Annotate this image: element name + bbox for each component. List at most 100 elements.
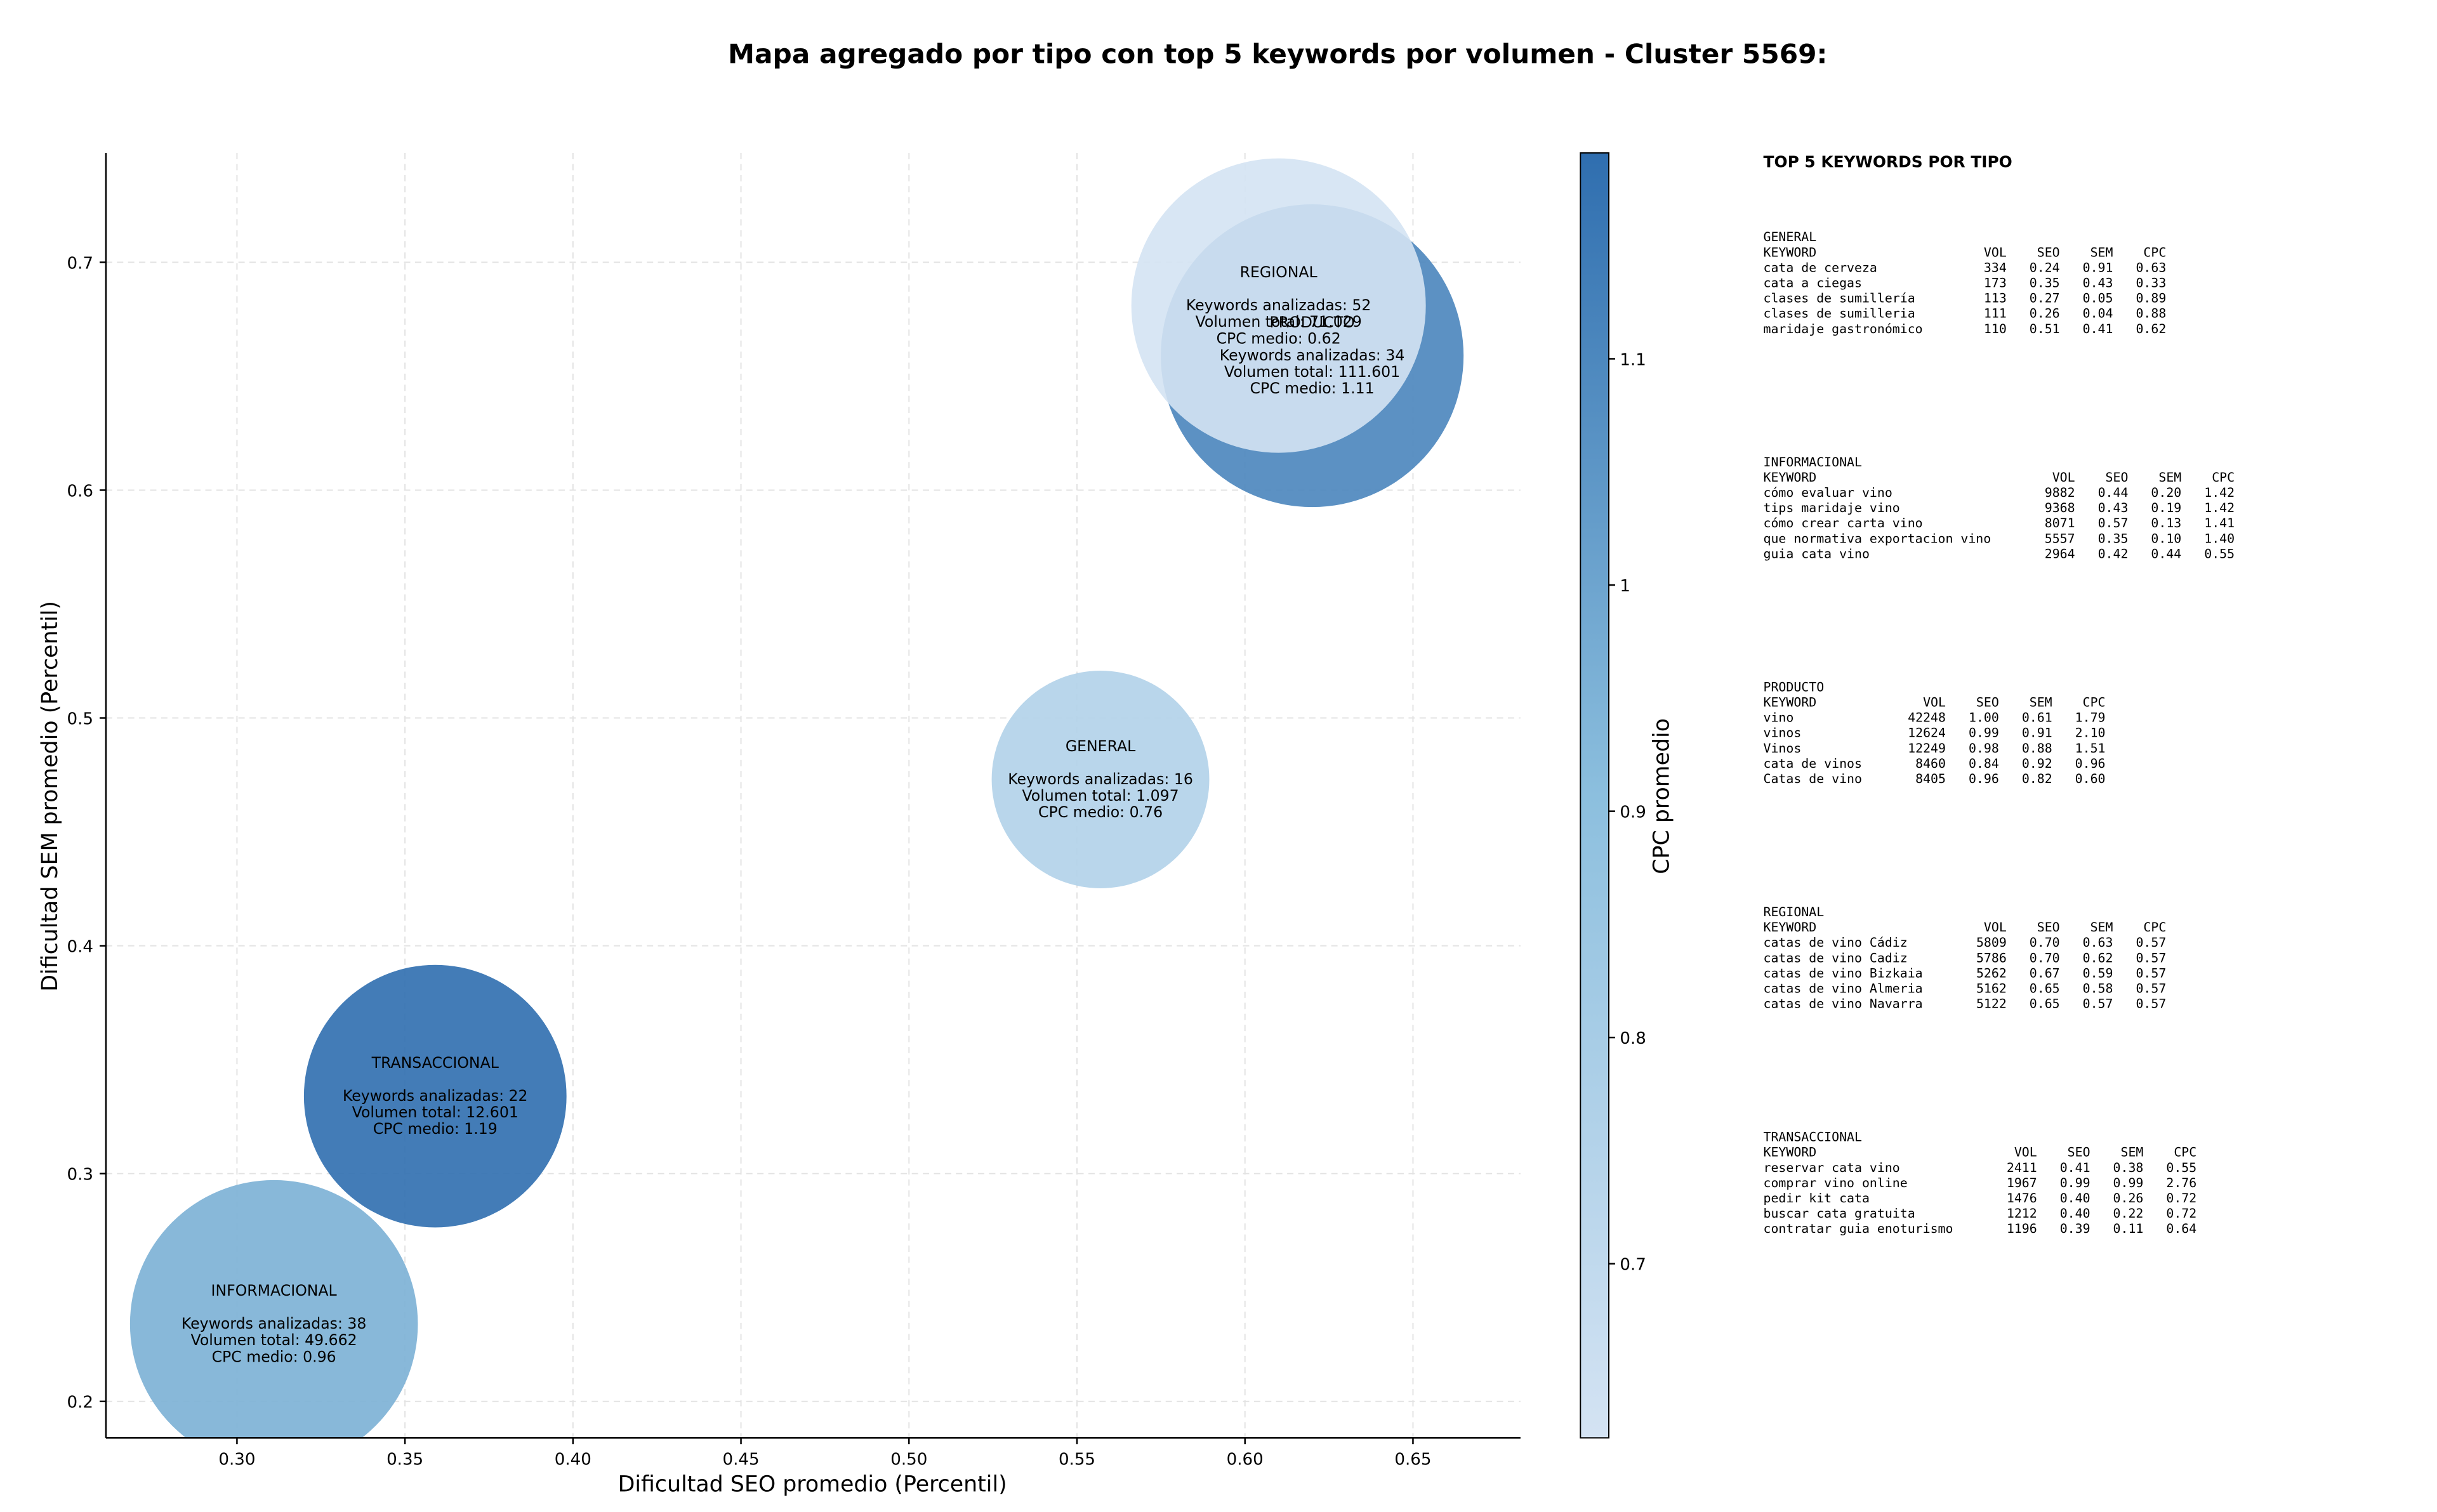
table-cell: 0.43 [2098, 501, 2129, 515]
bubble-detail: CPC medio: 0.96 [212, 1348, 336, 1365]
table-cell: 0.63 [2083, 935, 2113, 950]
table-cell: 2.76 [2166, 1176, 2196, 1190]
column-header: SEM [2090, 920, 2113, 935]
x-tick-label: 0.50 [890, 1450, 927, 1469]
column-header: KEYWORD [1764, 1145, 1817, 1160]
x-tick-label: 0.60 [1227, 1450, 1264, 1469]
table-cell: Catas de vino [1764, 772, 1862, 786]
table-cell: 0.99 [2060, 1176, 2090, 1190]
bubble [129, 1180, 418, 1438]
bubble-detail: Keywords analizadas: 34 [1220, 346, 1405, 364]
y-tick-label: 0.2 [67, 1393, 93, 1412]
table-cell: 0.19 [2151, 501, 2181, 515]
column-header: KEYWORD [1764, 245, 1817, 260]
y-tick-label: 0.6 [67, 482, 93, 501]
table-cell: contratar guia enoturismo [1764, 1221, 1953, 1236]
table-cell: 0.63 [2136, 260, 2166, 275]
group-name: REGIONAL [1764, 905, 1825, 919]
x-tick-label: 0.45 [723, 1450, 760, 1469]
x-tick-label: 0.55 [1059, 1450, 1095, 1469]
table-cell: 0.96 [1969, 772, 1999, 786]
colorbar-scale [1580, 152, 1610, 1439]
x-tick-label: 0.30 [218, 1450, 255, 1469]
column-header: VOL [1923, 695, 1946, 709]
column-header: SEO [2037, 920, 2060, 935]
bubble-detail: Volumen total: 49.662 [191, 1331, 357, 1349]
table-cell: pedir kit cata [1764, 1191, 1870, 1206]
table-cell: 0.57 [2136, 950, 2166, 965]
column-header: VOL [2052, 470, 2075, 485]
x-tick-label: 0.35 [386, 1450, 423, 1469]
x-axis-label: Dificultad SEO promedio (Percentil) [618, 1472, 1007, 1497]
table-cell: 0.59 [2083, 966, 2113, 980]
table-cell: 0.44 [2098, 485, 2129, 500]
column-header: VOL [2014, 1145, 2037, 1160]
table-cell: 0.39 [2060, 1221, 2090, 1236]
bubble-detail: Keywords analizadas: 16 [1008, 770, 1193, 788]
table-cell: 0.40 [2060, 1206, 2090, 1221]
table-cell: 0.98 [1969, 741, 1999, 756]
bubble-detail: CPC medio: 0.76 [1038, 803, 1163, 821]
table-cell: 0.61 [2022, 711, 2052, 725]
bubble-name: PRODUCTO [1270, 313, 1355, 331]
table-cell: 0.27 [2030, 291, 2060, 306]
column-header: SEO [1976, 695, 1999, 709]
table-cell: Vinos [1764, 741, 1802, 756]
table-cell: 5809 [1976, 935, 2007, 950]
table-cell: 8071 [2045, 516, 2075, 530]
bubble-detail: Volumen total: 111.601 [1224, 363, 1400, 381]
colorbar-tick-label: 1.1 [1620, 350, 1646, 369]
table-cell: cómo crear carta vino [1764, 516, 1923, 530]
table-cell: 0.64 [2166, 1221, 2196, 1236]
bubble-name: GENERAL [1066, 737, 1136, 755]
chart-title: Mapa agregado por tipo con top 5 keyword… [728, 38, 1827, 69]
column-header: KEYWORD [1764, 695, 1817, 709]
table-cell: 0.67 [2030, 966, 2060, 980]
group-name: PRODUCTO [1764, 680, 1825, 694]
table-cell: comprar vino online [1764, 1176, 1908, 1190]
table-cell: 0.88 [2022, 741, 2052, 756]
bubble-detail: Volumen total: 1.097 [1022, 787, 1179, 805]
group-name: INFORMACIONAL [1764, 455, 1862, 470]
table-cell: 1.79 [2075, 711, 2106, 725]
table-cell: 0.57 [2083, 997, 2113, 1011]
column-header: CPC [2174, 1145, 2196, 1160]
column-header: SEM [2090, 245, 2113, 260]
table-cell: 1.42 [2204, 501, 2235, 515]
table-cell: 0.88 [2136, 306, 2166, 321]
table-cell: 0.57 [2136, 981, 2166, 996]
table-cell: 0.96 [2075, 756, 2106, 771]
y-axis-label: Dificultad SEM promedio (Percentil) [37, 601, 63, 992]
x-tick-label: 0.40 [555, 1450, 591, 1469]
bubbles [129, 158, 1464, 1438]
table-cell: 0.33 [2136, 275, 2166, 290]
table-cell: 8460 [1915, 756, 1946, 771]
column-header: SEO [2037, 245, 2060, 260]
table-cell: 42248 [1908, 711, 1946, 725]
table-cell: 0.72 [2166, 1206, 2196, 1221]
table-cell: 5162 [1976, 981, 2007, 996]
table-cell: 1476 [2007, 1191, 2037, 1206]
table-cell: clases de sumilleria [1764, 306, 1915, 321]
column-header: CPC [2212, 470, 2235, 485]
table-cell: 9368 [2045, 501, 2075, 515]
table-cell: 9882 [2045, 485, 2075, 500]
table-cell: cata de vinos [1764, 756, 1862, 771]
table-cell: 0.57 [2136, 966, 2166, 980]
bubble-detail: CPC medio: 1.19 [373, 1120, 498, 1138]
table-cell: 334 [1984, 260, 2007, 275]
table-cell: 111 [1984, 306, 2007, 321]
table-cell: 0.82 [2022, 772, 2052, 786]
table-cell: 0.22 [2113, 1206, 2144, 1221]
column-header: CPC [2143, 245, 2166, 260]
table-cell: 0.57 [2098, 516, 2129, 530]
table-cell: 0.43 [2083, 275, 2113, 290]
table-cell: 0.72 [2166, 1191, 2196, 1206]
column-header: KEYWORD [1764, 470, 1817, 485]
table-cell: 0.55 [2204, 546, 2235, 561]
table-cell: catas de vino Bizkaia [1764, 966, 1923, 980]
table-cell: 0.51 [2030, 322, 2060, 336]
